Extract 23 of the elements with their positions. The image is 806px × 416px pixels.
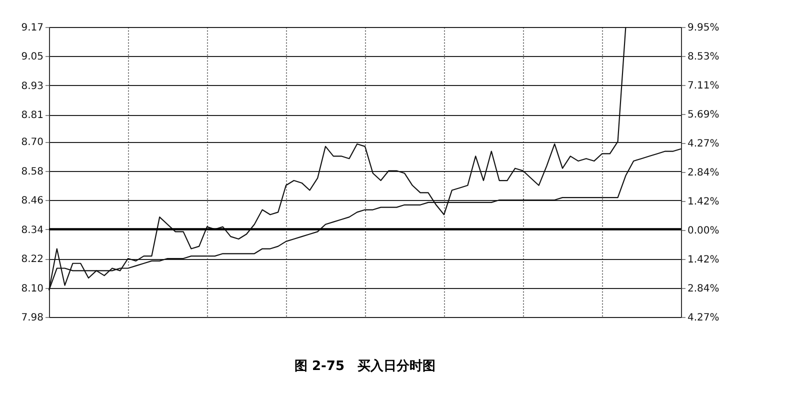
y2-tick-label: 0.00%: [688, 225, 720, 236]
y-tick-label: 8.46: [21, 196, 44, 207]
y2-tick-label: 9.95%: [688, 22, 720, 34]
y-tick-label: 9.17: [21, 22, 44, 34]
y2-tick-label: 2.84%: [688, 283, 720, 294]
y-tick-label: 8.22: [21, 254, 44, 266]
text: 图 2-75 买入日分时图: [294, 358, 436, 374]
y-tick-label: 8.70: [21, 137, 44, 148]
y2-tick-label: 5.69%: [688, 109, 720, 120]
y2-tick-label: 4.27%: [688, 138, 720, 150]
y-tick-label: 8.10: [21, 283, 44, 294]
y2-tick-label: 2.84%: [688, 168, 720, 178]
y-tick-label: 7.98: [21, 312, 44, 324]
y2-tick-label: 4.27%: [688, 312, 720, 324]
y-tick-label: 8.34: [21, 224, 44, 236]
y2-tick-label: 7.11%: [688, 80, 720, 92]
y-tick-label: 8.58: [21, 166, 44, 178]
y2-tick-label: 8.53%: [688, 51, 720, 62]
y2-tick-label: 1.42%: [688, 196, 720, 208]
y2-tick-label: 1.42%: [688, 254, 720, 266]
y-tick-label: 8.93: [21, 80, 44, 92]
y-tick-label: 9.05: [21, 52, 44, 63]
y-tick-label: 8.81: [21, 110, 44, 122]
